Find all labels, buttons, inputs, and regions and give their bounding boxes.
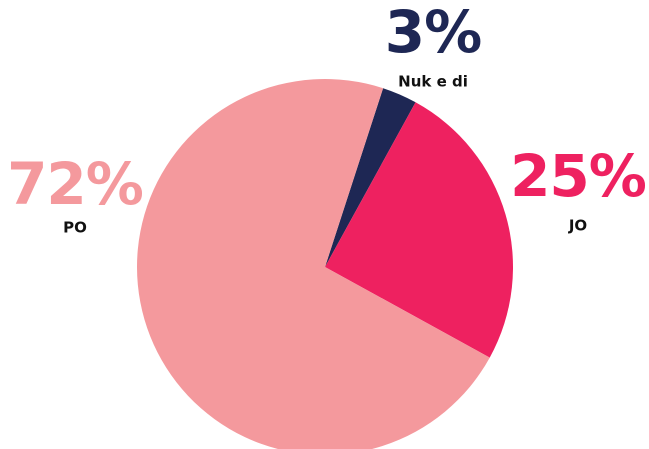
category-label: JO: [568, 217, 587, 235]
pie-slice: [325, 88, 416, 267]
value-label: 25%: [510, 142, 646, 210]
category-label: PO: [63, 219, 87, 237]
pie-slice: [325, 102, 513, 358]
pie-slice: [137, 79, 490, 449]
value-label: 72%: [7, 150, 143, 218]
category-label: Nuk e di: [398, 73, 468, 91]
value-label: 3%: [385, 0, 481, 66]
